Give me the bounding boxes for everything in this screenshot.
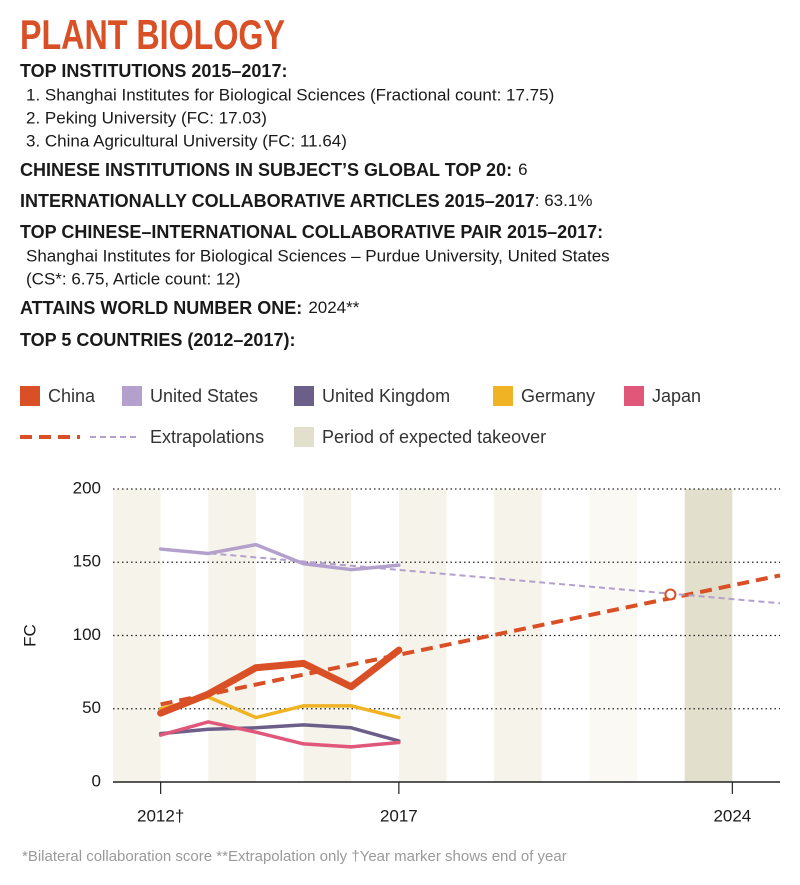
institution: 3. China Agricultural University (FC: 11… <box>26 131 347 150</box>
chart: 0 50 100 150 200 FC 2012† 2017 2024 China United S… <box>20 386 781 825</box>
x-tick-label: 2017 <box>380 806 418 825</box>
stripe <box>208 489 256 782</box>
x-tick-label: 2024 <box>713 806 751 825</box>
extrapolation-line <box>160 548 781 605</box>
global-top20: CHINESE INSTITUTIONS IN SUBJECT’S GLOBAL… <box>20 160 528 180</box>
extrapolation-line <box>160 573 781 707</box>
title: PLANT BIOLOGY <box>20 11 285 58</box>
legend-label: Extrapolations <box>150 427 264 447</box>
y-tick-label: 150 <box>73 552 101 571</box>
y-axis-label: FC <box>20 624 39 647</box>
pair-label: TOP CHINESE–INTERNATIONAL COLLABORATIVE … <box>20 222 603 242</box>
collab: INTERNATIONALLY COLLABORATIVE ARTICLES 2… <box>20 191 592 211</box>
value: : 63.1% <box>535 191 593 210</box>
legend-label: Germany <box>521 386 595 406</box>
series-line <box>157 646 403 717</box>
legend-label: China <box>48 386 96 406</box>
institution: 1. Shanghai Institutes for Biological Sc… <box>26 85 554 104</box>
legend-swatch <box>122 386 142 406</box>
legend-label: Period of expected takeover <box>322 427 546 447</box>
legend-swatch <box>20 386 40 406</box>
institutions-label: TOP INSTITUTIONS 2015–2017: <box>20 61 287 81</box>
legend-label: United Kingdom <box>322 386 450 406</box>
countries-label: TOP 5 COUNTRIES (2012–2017): <box>20 330 295 350</box>
legend-label: Japan <box>652 386 701 406</box>
legend-swatch <box>294 427 314 447</box>
y-tick-label: 50 <box>82 698 101 717</box>
takeover-point <box>664 588 677 601</box>
takeover-period <box>684 489 733 782</box>
legend-swatch <box>294 386 314 406</box>
stripe <box>494 489 542 782</box>
pair-line: Shanghai Institutes for Biological Scien… <box>26 246 610 265</box>
label: ATTAINS WORLD NUMBER ONE: <box>20 298 302 318</box>
footnote: *Bilateral collaboration score **Extrapo… <box>22 848 567 865</box>
y-tick-label: 0 <box>92 771 101 790</box>
value: 6 <box>518 160 527 179</box>
number-one: ATTAINS WORLD NUMBER ONE: 2024** <box>20 298 360 318</box>
institution: 2. Peking University (FC: 17.03) <box>26 108 267 127</box>
stripe <box>303 489 352 782</box>
legend-label: United States <box>150 386 258 406</box>
label: CHINESE INSTITUTIONS IN SUBJECT’S GLOBAL… <box>20 160 512 180</box>
x-tick-label: 2012† <box>137 806 184 825</box>
series-line <box>158 720 401 749</box>
series-line <box>158 542 401 572</box>
label: INTERNATIONALLY COLLABORATIVE ARTICLES 2… <box>20 191 535 211</box>
legend-swatch <box>624 386 644 406</box>
legend-swatch <box>493 386 513 406</box>
y-tick-label: 200 <box>73 478 101 497</box>
pair-line: (CS*: 6.75, Article count: 12) <box>26 269 241 288</box>
series-line <box>158 723 401 743</box>
y-tick-label: 100 <box>73 625 101 644</box>
value: 2024** <box>308 298 359 317</box>
